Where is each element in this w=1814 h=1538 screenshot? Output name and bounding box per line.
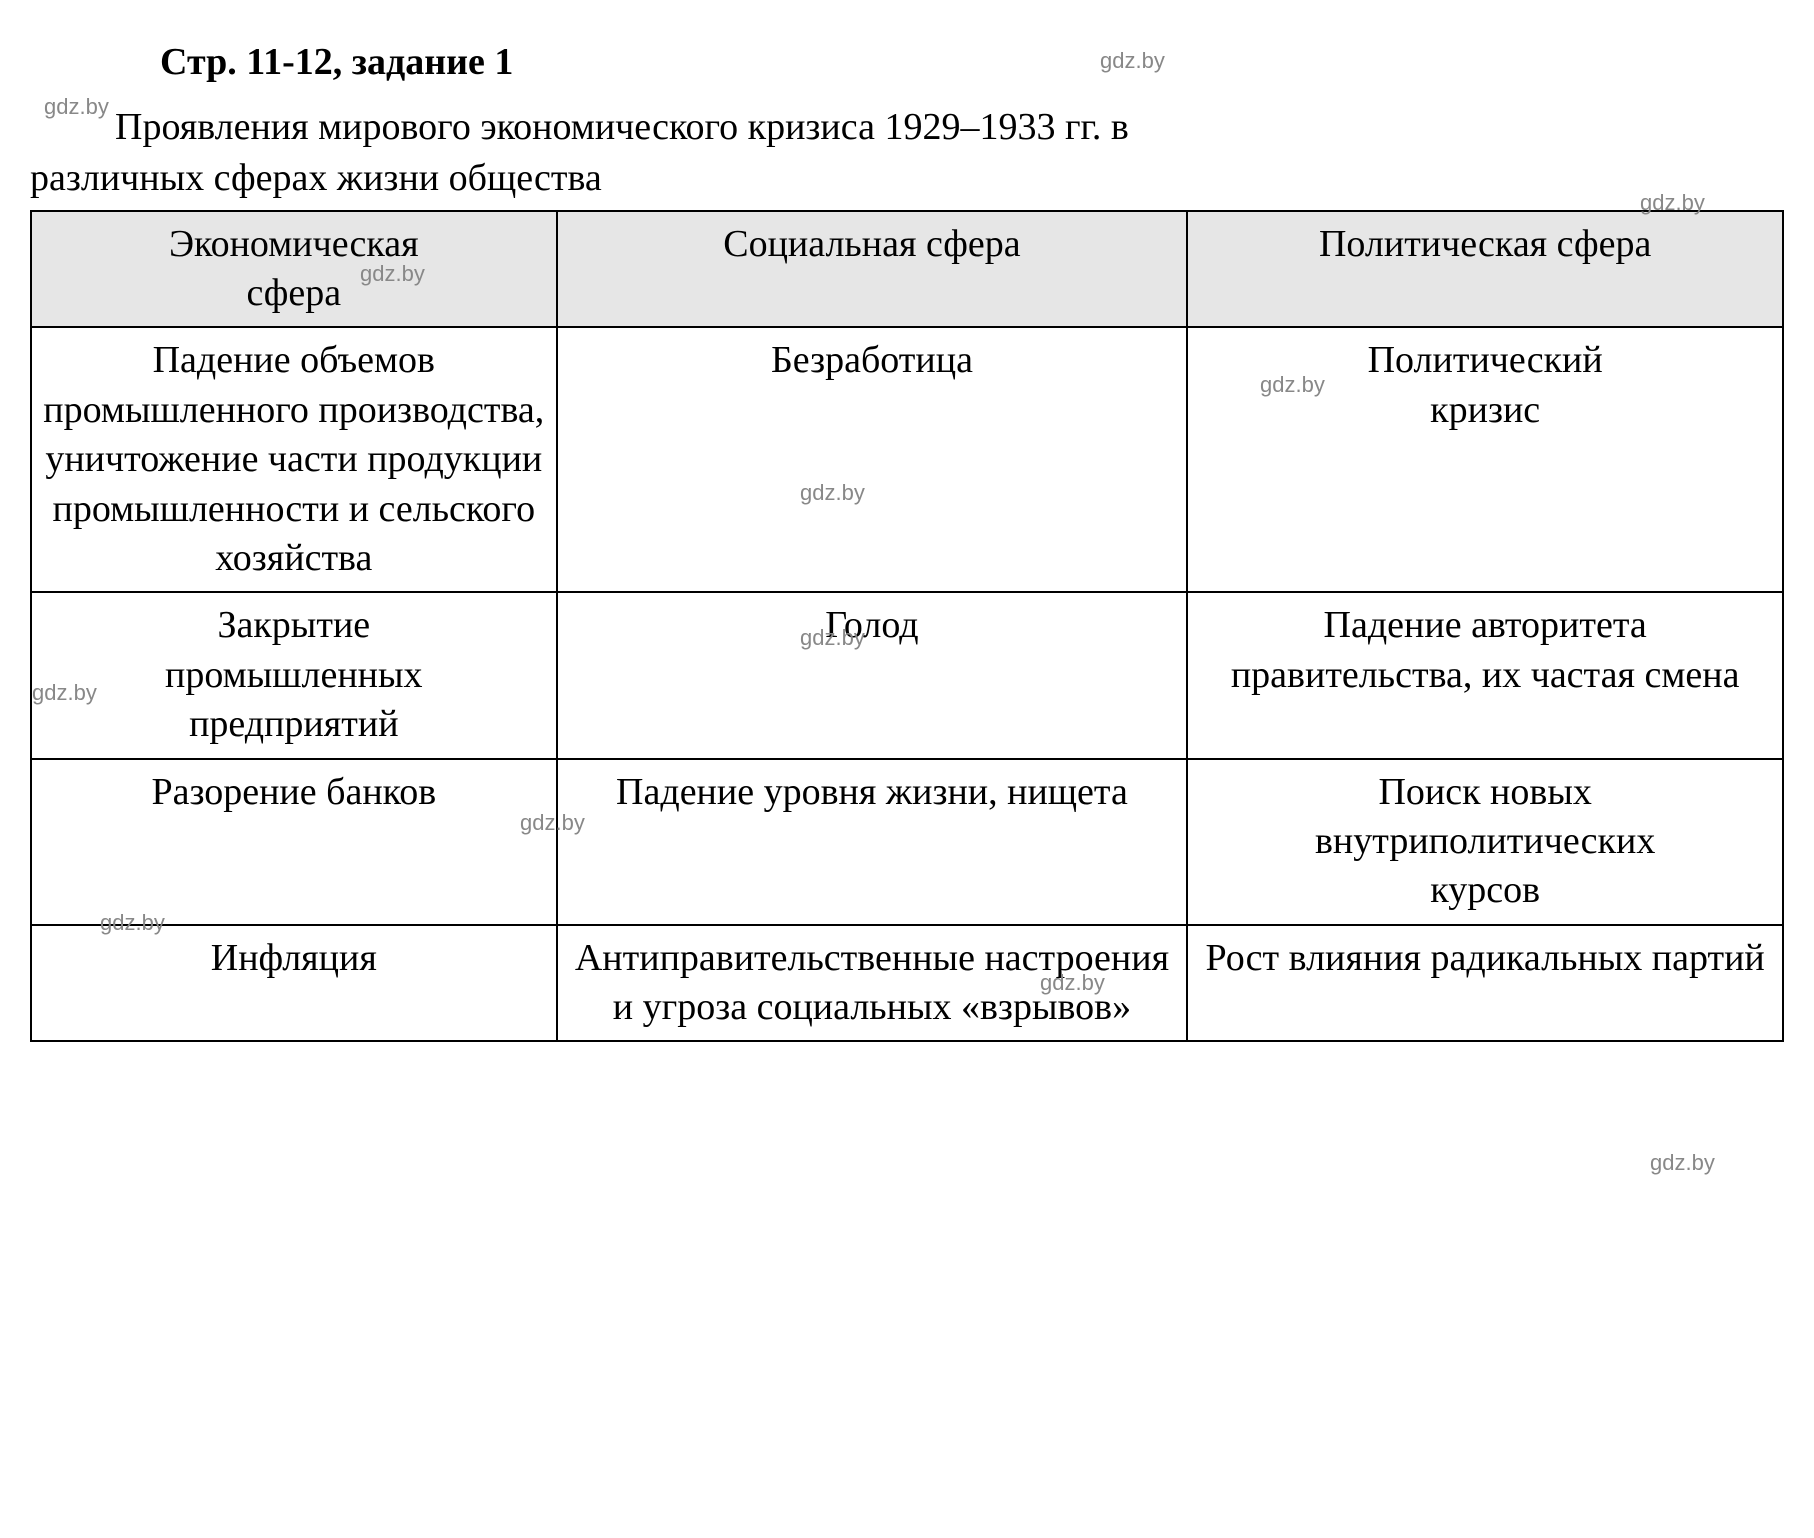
cell-political-3-line3: курсов (1198, 866, 1772, 915)
crisis-table: Экономическая сфера Социальная сфера Пол… (30, 210, 1784, 1043)
cell-economic-4: Инфляция (31, 925, 557, 1042)
cell-political-3-line1: Поиск новых (1198, 768, 1772, 817)
table-header-row: Экономическая сфера Социальная сфера Пол… (31, 211, 1783, 328)
header-economic-line2: сфера (42, 269, 546, 318)
header-social: Социальная сфера (557, 211, 1188, 328)
cell-economic-2-line3: предприятий (42, 700, 546, 749)
cell-political-3: Поиск новых внутриполитических курсов (1187, 759, 1783, 925)
header-political: Политическая сфера (1187, 211, 1783, 328)
intro-text-line2: различных сферах жизни общества (30, 153, 1784, 204)
header-economic: Экономическая сфера (31, 211, 557, 328)
cell-political-4: Рост влияния радикальных партий (1187, 925, 1783, 1042)
table-row: Разорение банков Падение уровня жизни, н… (31, 759, 1783, 925)
table-row: Инфляция Антиправительственные настроени… (31, 925, 1783, 1042)
cell-political-3-line2: внутриполитических (1198, 817, 1772, 866)
cell-economic-2-line1: Закрытие (42, 601, 546, 650)
cell-economic-2: Закрытие промышленных предприятий (31, 592, 557, 758)
cell-social-1: Безработица (557, 327, 1188, 592)
header-economic-line1: Экономическая (42, 220, 546, 269)
cell-political-1: Политический кризис (1187, 327, 1783, 592)
cell-economic-1: Падение объемов промышленного производст… (31, 327, 557, 592)
cell-political-1-line2: кризис (1198, 386, 1772, 435)
cell-political-1-line1: Политический (1198, 336, 1772, 385)
cell-social-4: Антиправительственные настроения и угроз… (557, 925, 1188, 1042)
cell-economic-2-line2: промышленных (42, 651, 546, 700)
table-row: Падение объемов промышленного производст… (31, 327, 1783, 592)
cell-political-2: Падение авторитета правительства, их час… (1187, 592, 1783, 758)
cell-economic-3: Разорение банков (31, 759, 557, 925)
cell-social-3: Падение уровня жизни, нищета (557, 759, 1188, 925)
page-heading: Стр. 11-12, задание 1 (30, 40, 1784, 84)
watermark: gdz.by (1650, 1150, 1715, 1176)
intro-text-line1: Проявления мирового экономического кризи… (30, 102, 1784, 153)
table-row: Закрытие промышленных предприятий Голод … (31, 592, 1783, 758)
cell-social-2: Голод (557, 592, 1188, 758)
